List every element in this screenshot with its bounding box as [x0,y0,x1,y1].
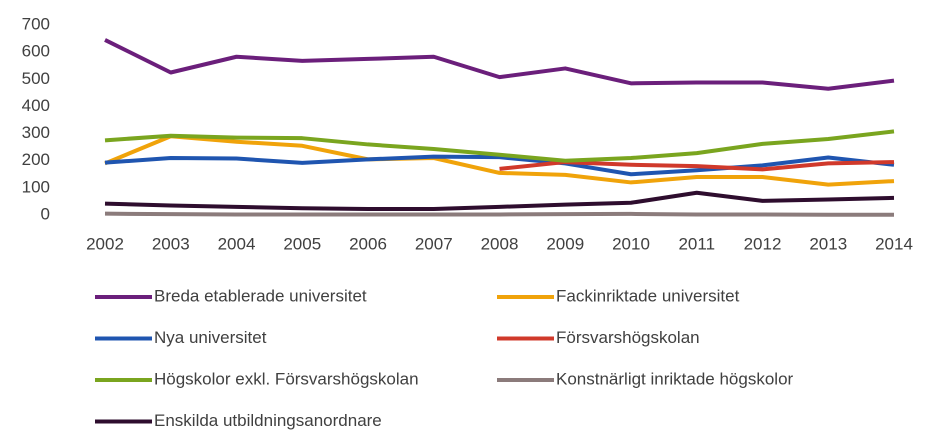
x-tick-label: 2010 [612,234,650,253]
y-tick-label: 700 [22,14,50,33]
legend-label: Högskolor exkl. Försvarshögskolan [154,369,419,388]
series-line [104,211,894,217]
x-tick-label: 2006 [349,234,387,253]
legend-label: Nya universitet [154,328,267,347]
y-tick-label: 200 [22,150,50,169]
x-tick-label: 2013 [809,234,847,253]
legend-label: Fackinriktade universitet [556,286,740,305]
y-tick-label: 300 [22,123,50,142]
x-tick-label: 2012 [744,234,782,253]
series-line [104,134,895,187]
x-tick-label: 2004 [218,234,256,253]
series-line [104,190,895,212]
x-tick-label: 2005 [283,234,321,253]
x-tick-label: 2011 [678,234,715,253]
legend-label: Konstnärligt inriktade högskolor [556,369,794,388]
y-tick-label: 100 [22,177,50,196]
series-line [104,154,895,177]
y-tick-label: 600 [22,42,50,61]
series-line [104,129,895,163]
legend-label: Enskilda utbildningsanordnare [154,411,382,430]
y-tick-label: 400 [22,96,50,115]
x-tick-label: 2003 [152,234,190,253]
y-tick-label: 0 [41,204,50,223]
x-tick-label: 2007 [415,234,453,253]
series-line [104,38,895,91]
x-tick-label: 2009 [546,234,584,253]
legend-label: Försvarshögskolan [556,328,700,347]
x-tick-label: 2008 [481,234,519,253]
legend-label: Breda etablerade universitet [154,286,367,305]
x-tick-label: 2014 [875,234,913,253]
x-tick-label: 2002 [86,234,124,253]
y-tick-label: 500 [22,69,50,88]
